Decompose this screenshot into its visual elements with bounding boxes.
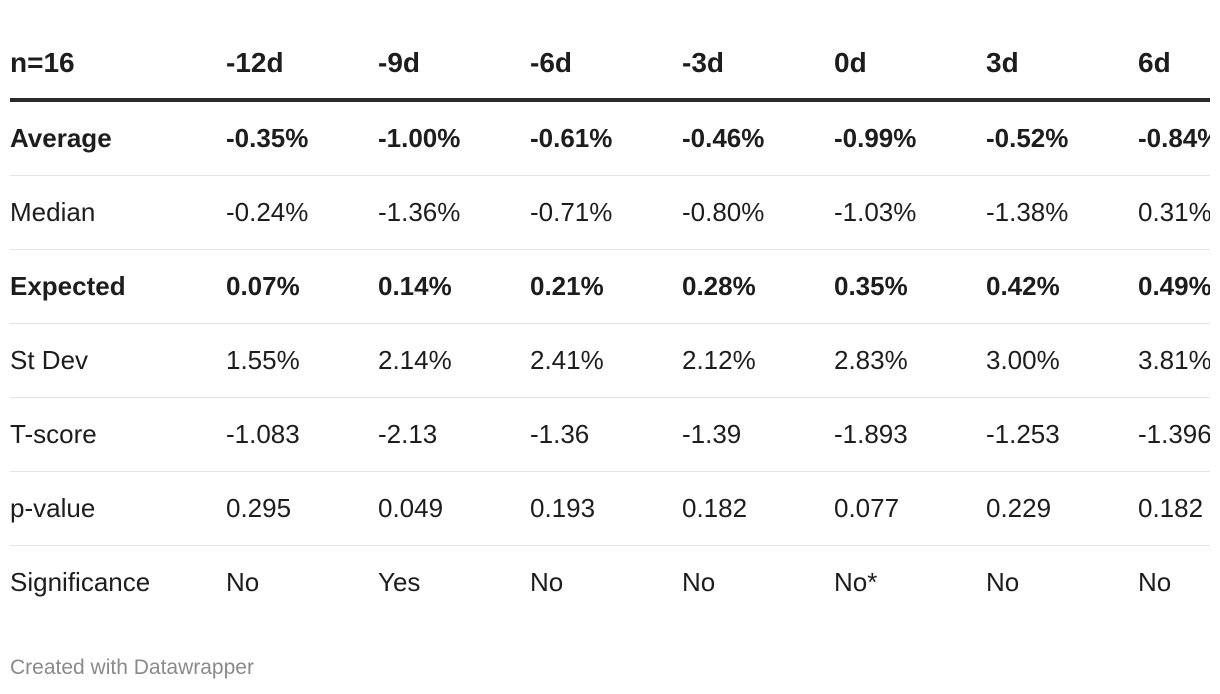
row-label: St Dev <box>10 323 226 398</box>
table-cell: Yes <box>378 567 421 597</box>
table-cell: 0.49% <box>1138 249 1210 324</box>
table-cell: 0.07% <box>226 249 378 324</box>
table-cell: 0.35% <box>834 249 986 324</box>
column-header: -12d <box>226 28 378 102</box>
table-cell: -1.38% <box>986 175 1138 250</box>
column-header: -3d <box>682 28 834 102</box>
table-cell: -0.80% <box>682 175 834 250</box>
column-header: 6d <box>1138 28 1210 102</box>
table-cell: 2.41% <box>530 323 682 398</box>
column-header: -9d <box>378 28 530 102</box>
table-cell: -0.35% <box>226 100 378 176</box>
table-cell: 0.14% <box>378 249 530 324</box>
table-cell: 0.182 <box>1138 471 1210 546</box>
table-cell: 0.182 <box>682 471 834 546</box>
table-row: Median -0.24% -1.36% -0.71% -0.80% -1.03% -1.3… <box>10 175 1210 250</box>
table-cell: -0.52% <box>986 100 1138 176</box>
table-cell: 3.81% <box>1138 323 1210 398</box>
table-cell: No <box>682 567 716 597</box>
table-row: Significance No Yes No No No* No No <box>10 546 1210 619</box>
table-cell: 2.14% <box>378 323 530 398</box>
table-cell: -0.99% <box>834 100 986 176</box>
column-header-label: n=16 <box>10 28 226 102</box>
table-cell: 0.049 <box>378 471 530 546</box>
table-cell: No <box>986 567 1020 597</box>
data-table-container: n=16 -12d -9d -6d -3d 0d 3d 6d Average -0.35% -1.… <box>10 28 1210 618</box>
row-label: Significance <box>10 567 151 597</box>
row-label: Expected <box>10 249 226 324</box>
table-cell: -2.13 <box>378 397 530 472</box>
table-cell: -1.00% <box>378 100 530 176</box>
table-cell: 1.55% <box>226 323 378 398</box>
datawrapper-credit: Created with Datawrapper <box>10 656 254 679</box>
table-cell: No* <box>834 567 878 597</box>
table-cell: 0.193 <box>530 471 682 546</box>
table-cell: -1.893 <box>834 397 986 472</box>
table-cell: -1.36% <box>378 175 530 250</box>
table-cell: -1.36 <box>530 397 682 472</box>
table-row: T-score -1.083 -2.13 -1.36 -1.39 -1.893 -1.253… <box>10 397 1210 472</box>
row-label: Average <box>10 100 226 176</box>
table-cell: No <box>530 567 564 597</box>
table-cell: -0.71% <box>530 175 682 250</box>
table-cell: -1.396 <box>1138 397 1210 472</box>
column-header: -6d <box>530 28 682 102</box>
table-cell: 0.229 <box>986 471 1138 546</box>
table-cell: 2.12% <box>682 323 834 398</box>
table-cell: 0.21% <box>530 249 682 324</box>
column-header: 3d <box>986 28 1138 102</box>
table-cell: 0.077 <box>834 471 986 546</box>
table-cell: 0.31% <box>1138 175 1210 250</box>
table-row: p-value 0.295 0.049 0.193 0.182 0.077 0.229 0.1… <box>10 471 1210 546</box>
table-cell: -1.253 <box>986 397 1138 472</box>
row-label: Median <box>10 175 226 250</box>
table-row: Average -0.35% -1.00% -0.61% -0.46% -0.99% -0.… <box>10 100 1210 176</box>
data-table: n=16 -12d -9d -6d -3d 0d 3d 6d Average -0.35% -1.… <box>10 28 1210 618</box>
table-cell: 3.00% <box>986 323 1138 398</box>
table-cell: -1.39 <box>682 397 834 472</box>
table-cell: 2.83% <box>834 323 986 398</box>
table-cell: 0.42% <box>986 249 1138 324</box>
column-header: 0d <box>834 28 986 102</box>
table-cell: No <box>226 567 260 597</box>
row-label: T-score <box>10 397 226 472</box>
table-cell: No <box>1138 567 1172 597</box>
table-cell: -0.46% <box>682 100 834 176</box>
table-cell: 0.295 <box>226 471 378 546</box>
table-row: St Dev 1.55% 2.14% 2.41% 2.12% 2.83% 3.00% 3.81… <box>10 323 1210 398</box>
table-cell: -0.61% <box>530 100 682 176</box>
row-label: p-value <box>10 471 226 546</box>
table-cell: -1.083 <box>226 397 378 472</box>
table-body: Average -0.35% -1.00% -0.61% -0.46% -0.99% -0.… <box>10 100 1210 618</box>
table-row: Expected 0.07% 0.14% 0.21% 0.28% 0.35% 0.42% 0.… <box>10 249 1210 324</box>
table-cell: -0.84% <box>1138 100 1210 176</box>
table-cell: 0.28% <box>682 249 834 324</box>
table-cell: -1.03% <box>834 175 986 250</box>
table-cell: -0.24% <box>226 175 378 250</box>
table-header-row: n=16 -12d -9d -6d -3d 0d 3d 6d <box>10 28 1210 102</box>
